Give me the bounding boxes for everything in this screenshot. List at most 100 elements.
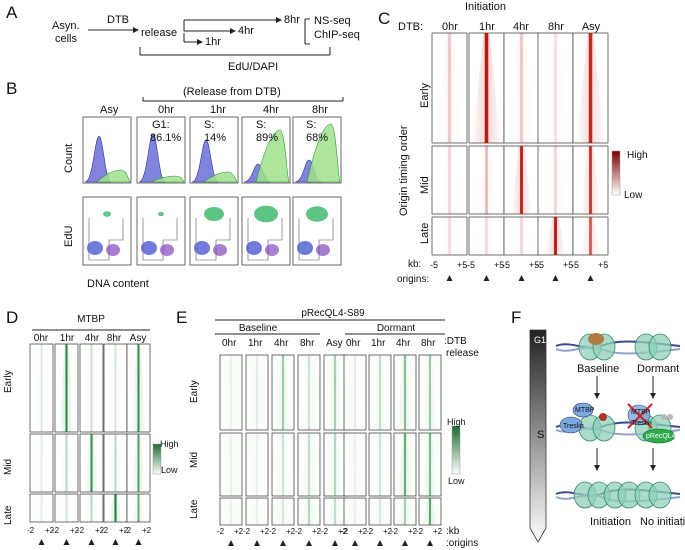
e-dormant-col-3: 8hr [421, 338, 436, 349]
g2-cluster-2 [213, 244, 227, 256]
e-dormant-center-0-0 [354, 355, 356, 430]
e-tick-plus-6: +2 [383, 527, 393, 536]
e-baseline-signal-4-0 [328, 355, 342, 430]
s-phase-dist-3 [255, 129, 290, 183]
treslin-protein [559, 416, 583, 434]
chipseq-label: ChIP-seq [314, 29, 360, 41]
d-origin-marker-1 [63, 539, 70, 545]
e-dtb-tag: :DTB [444, 336, 467, 347]
d-signal-1-2 [59, 494, 74, 522]
d-col-3: 8hr [106, 333, 122, 344]
d-legend-high: High [160, 439, 179, 449]
phase-value-3: 68% [306, 132, 329, 144]
c-center-4-2 [589, 217, 592, 255]
panel-c-label: C [378, 9, 391, 28]
c-origin-marker-3 [552, 275, 559, 281]
e-baseline-signal-4-2 [328, 498, 342, 525]
arrow-head-8hr [276, 17, 282, 23]
e-origins-tag: :origins [446, 538, 479, 549]
c-center-0-0 [448, 33, 451, 143]
e-dormant-signal-2-1 [398, 433, 412, 496]
e-row-late: Late [189, 499, 200, 519]
f-treslin-label-crossed: Treslin [631, 420, 652, 427]
panel-a-label: A [6, 3, 18, 22]
c-legend-low: Low [624, 190, 643, 201]
c-col-1: 1hr [479, 21, 495, 33]
d-center-2-2 [90, 494, 93, 522]
e-tick-plus-8: +2 [433, 527, 443, 536]
e-baseline-center-4-0 [334, 355, 336, 430]
e-dormant-center-2-2 [404, 498, 406, 525]
e-baseline-center-2-0 [282, 355, 284, 430]
c-center-2-1 [520, 146, 523, 214]
e-baseline-signal-2-0 [276, 355, 290, 430]
d-origin-marker-0 [38, 539, 45, 545]
panel-d-label: D [6, 308, 19, 327]
e-tick-plus-0: +2 [234, 527, 244, 536]
g1-cluster-0 [87, 241, 103, 255]
e-baseline-center-3-0 [308, 355, 310, 430]
e-baseline-center-0-2 [230, 498, 232, 525]
e-dormant-signal-2-0 [398, 355, 412, 430]
d-center-4-2 [137, 494, 140, 522]
asyn-cells-line1: Asyn. [52, 20, 80, 32]
e-dormant-col-2: 4hr [396, 338, 411, 349]
e-baseline-center-0-1 [230, 433, 232, 496]
e-dormant-center-3-2 [429, 498, 431, 525]
e-tick-minus-8: -2 [416, 527, 424, 536]
c-signal-3-0 [541, 33, 570, 143]
c-tick-plus-3: +5 [563, 260, 574, 270]
c-row-late: Late [419, 222, 431, 244]
precql4-title: pRecQL4-S89 [301, 308, 365, 319]
f-arrow-head-4 [650, 465, 656, 471]
e-legend-bar [451, 425, 461, 475]
d-center-0-2 [40, 494, 43, 522]
e-baseline-signal-1-0 [250, 355, 264, 430]
time-8hr: 8hr [284, 14, 300, 26]
c-signal-0-1 [439, 146, 460, 214]
d-signal-0-1 [34, 434, 49, 492]
c-tick-plus-1: +5 [494, 260, 505, 270]
e-dormant-center-2-0 [404, 355, 406, 430]
c-center-3-0 [554, 33, 557, 143]
e-baseline-center-1-2 [256, 498, 258, 525]
release-label: release [141, 27, 178, 39]
b-time-3: 8hr [312, 104, 328, 116]
e-baseline-signal-0-0 [224, 355, 238, 430]
f-arrow-head-3 [594, 465, 600, 471]
e-baseline-col-2: 4hr [274, 338, 289, 349]
e-dormant-signal-3-2 [423, 498, 437, 525]
e-baseline-signal-1-1 [250, 433, 264, 496]
s-cluster-1 [158, 211, 164, 217]
e-origin-marker-5 [352, 540, 358, 546]
phase-value-1: 14% [204, 132, 227, 144]
release-title: (Release from DTB) [183, 86, 281, 98]
e-tick-minus-3: -2 [295, 527, 303, 536]
b-time-2: 4hr [263, 104, 279, 116]
e-row-mid: Mid [189, 451, 200, 468]
dtb-label: DTB [107, 14, 129, 26]
c-signal-0-0 [435, 33, 464, 143]
d-legend-bar [152, 443, 162, 475]
e-origin-marker-3 [306, 540, 312, 546]
g1-cluster-4 [297, 241, 313, 255]
d-tick-minus-1: -2 [52, 526, 60, 535]
e-dormant-col-0: 0hr [346, 338, 361, 349]
phase-label-3: S: [306, 119, 317, 131]
d-origin-marker-4 [135, 539, 142, 545]
s-cluster-2 [204, 207, 224, 221]
f-no-initiation-label: No initiation [640, 516, 685, 528]
d-center-2-0 [90, 344, 93, 432]
c-legend-bar [611, 150, 621, 196]
c-signal-0-2 [439, 217, 460, 255]
c-col-4: Asy [581, 21, 601, 33]
c-center-1-2 [485, 217, 488, 255]
d-signal-0-2 [34, 494, 49, 522]
d-center-1-2 [65, 494, 68, 522]
e-dormant-center-2-1 [404, 433, 406, 496]
f-precql4-label: pRecQL4 [646, 433, 676, 440]
c-center-3-1 [554, 146, 557, 214]
mcm-no-initiation-right [648, 481, 672, 509]
count-axis-label: Count [63, 143, 75, 173]
nsseq-label: NS-seq [314, 15, 351, 27]
